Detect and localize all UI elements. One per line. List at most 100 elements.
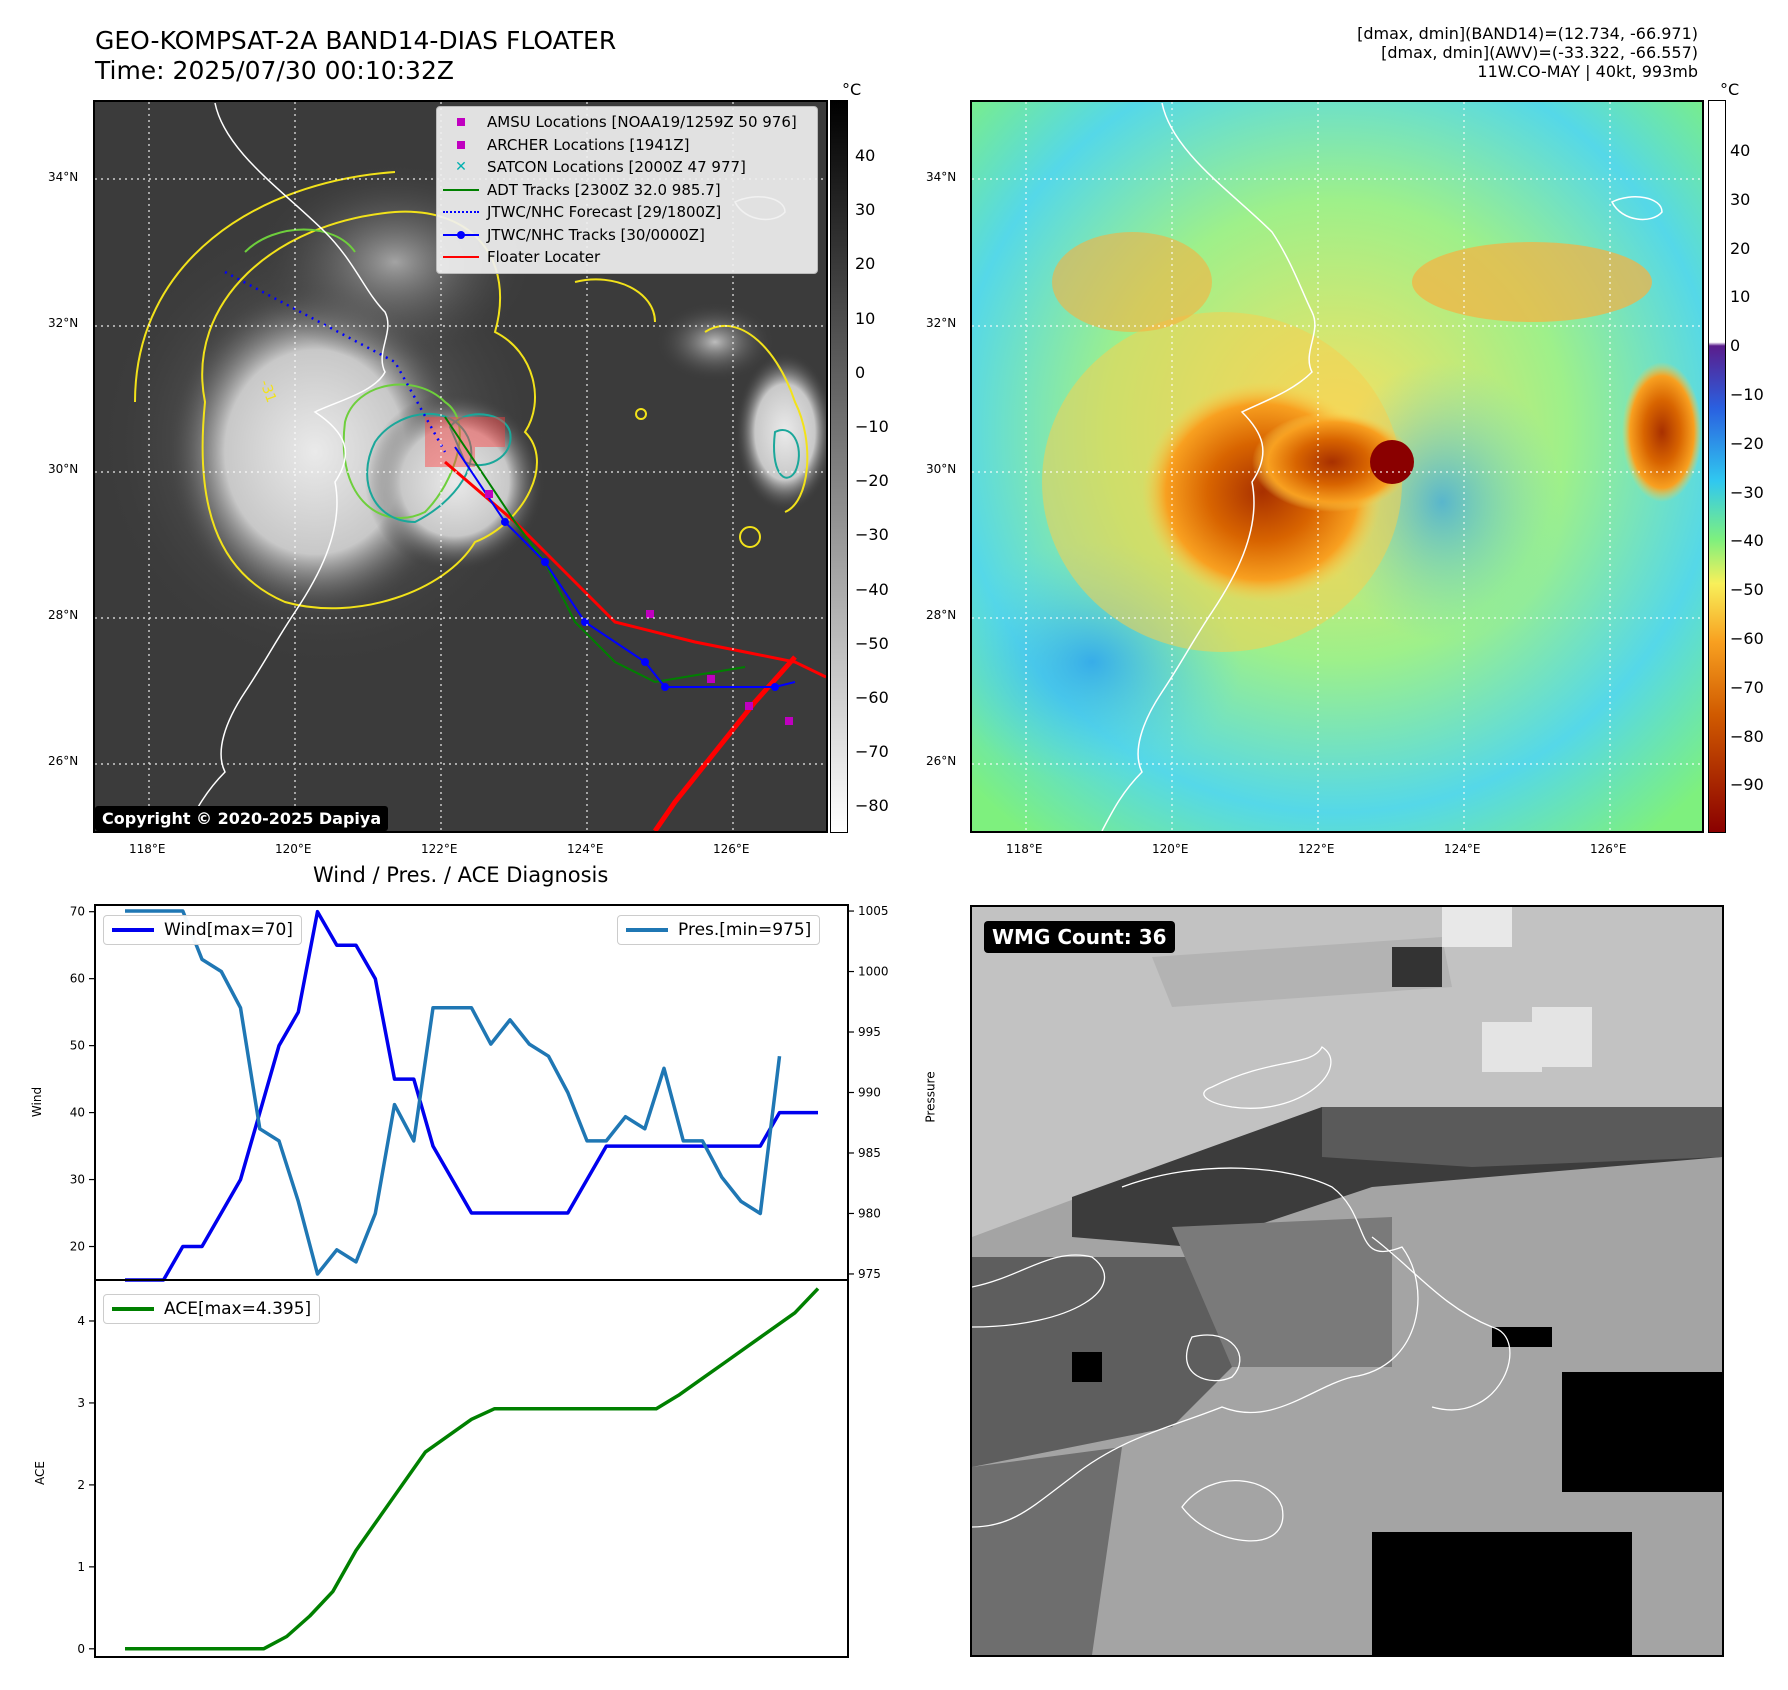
lon-label: 120°E (1152, 842, 1189, 856)
legend-forecast: JTWC/NHC Forecast [29/1800Z] (443, 201, 811, 224)
colorbar-tick: 20 (855, 254, 876, 274)
lon-label: 122°E (421, 842, 458, 856)
colorbar-tick: 40 (855, 146, 876, 165)
copyright-badge: Copyright © 2020-2025 Dapiya (95, 806, 389, 831)
lat-label: 32°N (926, 316, 957, 330)
legend-archer: ARCHER Locations [1941Z] (443, 134, 811, 157)
wind-axis-label: Wind (30, 1086, 45, 1118)
colorbar-tick: 0 (855, 362, 866, 382)
dotted-line-icon (443, 205, 479, 219)
diag-title: Wind / Pres. / ACE Diagnosis (313, 863, 609, 887)
colorbar-tick: 30 (1730, 189, 1751, 209)
lon-label: 124°E (567, 842, 604, 856)
colorbar-tick: −40 (855, 579, 889, 599)
line-marker-icon (443, 250, 479, 264)
ace-legend: ACE[max=4.395] (103, 1294, 321, 1324)
y-tick-label: 4 (77, 1314, 85, 1328)
wv-colorbar-unit: °C (1720, 80, 1740, 99)
title-line-1: GEO-KOMPSAT-2A BAND14-DIAS FLOATER (95, 26, 617, 55)
colorbar-tick: −70 (855, 742, 889, 762)
colorbar-tick: 10 (855, 308, 876, 328)
lat-label: 28°N (48, 608, 79, 622)
y-tick-label: 40 (70, 1106, 85, 1120)
colorbar-tick: 0 (1730, 336, 1741, 356)
plot-frame (94, 1279, 849, 1658)
colorbar-tick: −50 (855, 633, 889, 653)
lon-label: 120°E (275, 842, 312, 856)
legend-floater: Floater Locater (443, 246, 811, 269)
y-tick-label: 995 (858, 1025, 881, 1039)
wmg-count-badge: WMG Count: 36 (984, 921, 1175, 953)
colorbar-tick: −20 (1730, 433, 1764, 453)
wv-map-panel (970, 100, 1704, 833)
lon-label: 124°E (1444, 842, 1481, 856)
y-tick-label: 990 (858, 1086, 881, 1100)
lat-label: 28°N (926, 608, 957, 622)
colorbar-tick: −30 (1730, 482, 1764, 502)
info-line-3: 11W.CO-MAY | 40kt, 993mb (1477, 62, 1698, 81)
colorbar-tick: 20 (1730, 238, 1751, 258)
y-tick-label: 1 (77, 1560, 85, 1574)
square-marker-icon (443, 115, 479, 129)
colorbar-tick: −40 (1730, 531, 1764, 551)
wmg-image (972, 907, 1722, 1655)
lat-label: 34°N (926, 170, 957, 184)
y-tick-label: 60 (70, 972, 85, 986)
y-tick-label: 50 (70, 1039, 85, 1053)
colorbar-tick: 10 (1730, 287, 1751, 307)
line-marker-icon (443, 183, 479, 197)
title-line-2: Time: 2025/07/30 00:10:32Z (95, 56, 454, 85)
legend-adt: ADT Tracks [2300Z 32.0 985.7] (443, 179, 811, 202)
y-tick-label: 2 (77, 1478, 85, 1492)
y-tick-label: 30 (70, 1173, 85, 1187)
colorbar-tick: −80 (855, 796, 889, 816)
wind-line-icon (112, 928, 154, 932)
diag-chart: 70 60 50 40 30 20 1005 1000 995 990 985 980 975 4 3 2 1… (70, 904, 889, 1658)
wind-legend: Wind[max=70] (103, 915, 302, 945)
colorbar-tick: −10 (855, 417, 889, 436)
y-tick-label: 70 (70, 905, 85, 919)
lat-label: 30°N (48, 462, 79, 476)
colorbar-tick: −30 (855, 525, 889, 545)
y-tick-label: 980 (858, 1206, 881, 1220)
lat-label: 34°N (48, 170, 79, 184)
pressure-legend: Pres.[min=975] (617, 915, 821, 945)
wv-map-image (972, 102, 1702, 831)
lat-label: 30°N (926, 462, 957, 476)
lat-label: 26°N (926, 754, 957, 768)
x-marker-icon: ✕ (455, 159, 467, 176)
colorbar-tick: −20 (855, 471, 889, 491)
pressure-line-icon (626, 928, 668, 932)
y-tick-label: 1005 (858, 904, 889, 918)
line-dot-icon (443, 228, 479, 242)
info-line-2: [dmax, dmin](AWV)=(-33.322, -66.557) (1381, 43, 1698, 62)
figure-title: GEO-KOMPSAT-2A BAND14-DIAS FLOATER Time:… (95, 26, 616, 86)
info-block: [dmax, dmin](BAND14)=(12.734, -66.971) [… (1357, 24, 1698, 81)
ir-colorbar (830, 100, 848, 833)
colorbar-tick: −60 (1730, 629, 1764, 648)
lon-label: 126°E (1590, 842, 1627, 856)
legend-amsu: AMSU Locations [NOAA19/1259Z 50 976] (443, 111, 811, 134)
lat-label: 26°N (48, 754, 79, 768)
colorbar-tick: −50 (1730, 580, 1764, 600)
series-line (125, 909, 782, 1276)
wmg-panel: WMG Count: 36 (970, 905, 1724, 1657)
y-tick-label: 0 (77, 1642, 85, 1656)
y-tick-label: 3 (77, 1396, 85, 1410)
colorbar-tick: −80 (1730, 726, 1764, 746)
y-tick-label: 1000 (858, 965, 889, 979)
lat-label: 32°N (48, 316, 79, 330)
pressure-axis-label: Pressure (923, 1071, 938, 1123)
ace-line-icon (112, 1307, 154, 1311)
lon-label: 118°E (129, 842, 166, 856)
legend-jtwc: JTWC/NHC Tracks [30/0000Z] (443, 224, 811, 247)
colorbar-tick: 40 (1730, 141, 1751, 160)
wv-colorbar (1708, 100, 1726, 833)
series-line (125, 909, 818, 1282)
ace-axis-label: ACE (32, 1461, 47, 1485)
info-line-1: [dmax, dmin](BAND14)=(12.734, -66.971) (1357, 24, 1698, 43)
ir-colorbar-unit: °C (842, 80, 862, 99)
legend-satcon: ✕ SATCON Locations [2000Z 47 977] (443, 156, 811, 179)
lon-label: 122°E (1298, 842, 1335, 856)
lon-label: 126°E (713, 842, 750, 856)
